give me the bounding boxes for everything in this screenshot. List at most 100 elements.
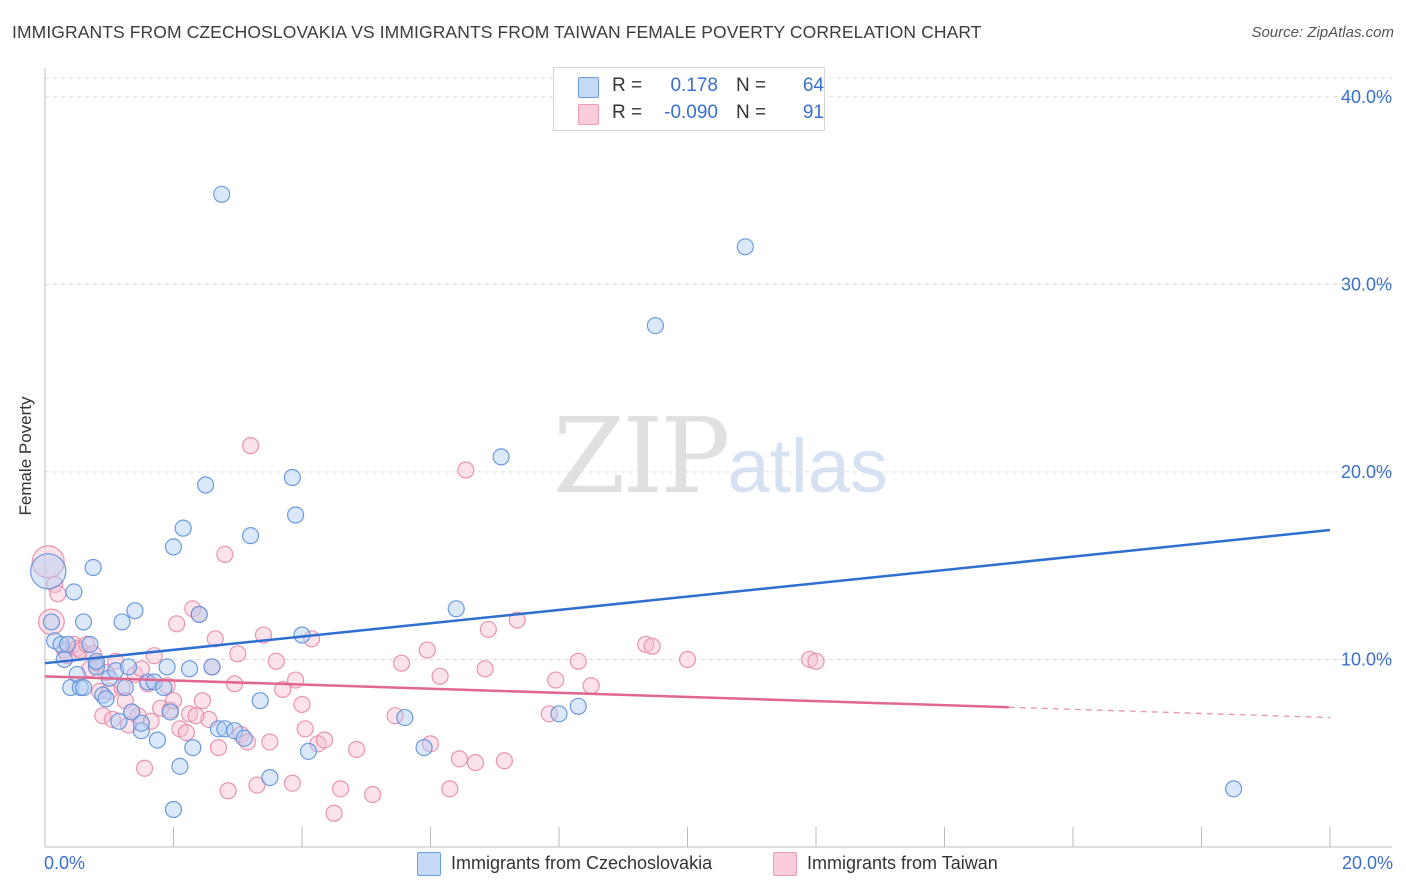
y-tick-label: 30.0% [1341, 274, 1392, 294]
point-czechoslovakia [261, 769, 279, 787]
point-taiwan [242, 437, 260, 455]
point-czechoslovakia [116, 678, 134, 697]
point-taiwan [807, 652, 825, 670]
point-taiwan [800, 650, 819, 669]
bottom-legend-label: Immigrants from Taiwan [807, 853, 998, 873]
point-czechoslovakia [197, 476, 215, 494]
point-taiwan [261, 733, 279, 751]
point-taiwan [293, 695, 311, 714]
point-czechoslovakia [119, 658, 138, 676]
point-czechoslovakia [174, 519, 192, 537]
trend-line-czechoslovakia [44, 528, 1331, 665]
watermark-atlas: atlas [727, 424, 888, 509]
point-czechoslovakia [126, 602, 144, 620]
point-czechoslovakia [550, 705, 568, 723]
point-czechoslovakia [58, 635, 77, 654]
point-czechoslovakia [148, 731, 167, 749]
point-taiwan [331, 780, 350, 798]
point-taiwan [643, 637, 661, 655]
point-czechoslovakia [736, 238, 754, 256]
point-taiwan [187, 707, 205, 725]
point-taiwan [569, 652, 587, 670]
source-label: Source: ZipAtlas.com [1251, 24, 1394, 41]
point-taiwan [495, 752, 513, 770]
y-tick-label: 10.0% [1341, 649, 1392, 669]
y-tick-label: 40.0% [1341, 87, 1392, 107]
watermark: ZIPatlas [553, 395, 888, 517]
point-taiwan [206, 630, 224, 648]
point-taiwan [441, 780, 459, 798]
point-czechoslovakia [299, 742, 318, 760]
point-czechoslovakia [180, 660, 199, 678]
point-taiwan [479, 620, 497, 639]
point-czechoslovakia [145, 673, 163, 691]
point-czechoslovakia [42, 613, 61, 631]
point-czechoslovakia [110, 712, 128, 730]
point-czechoslovakia [492, 448, 510, 466]
point-czechoslovakia [164, 800, 183, 819]
tick-labels: 10.0% 20.0% 30.0% 40.0% 0.0% 20.0% [44, 87, 1393, 873]
point-taiwan [193, 692, 212, 710]
point-czechoslovakia [184, 738, 202, 757]
point-taiwan [31, 545, 65, 579]
legend-swatch-pink [578, 104, 599, 125]
legend-r-label: R = [612, 102, 643, 123]
chart-title: IMMIGRANTS FROM CZECHOSLOVAKIA VS IMMIGR… [12, 22, 982, 42]
point-taiwan [637, 635, 655, 654]
legend-swatch-blue [578, 77, 599, 98]
point-czechoslovakia [65, 583, 83, 601]
point-czechoslovakia [213, 185, 231, 203]
point-czechoslovakia [283, 468, 301, 487]
point-czechoslovakia [242, 527, 260, 545]
point-taiwan [450, 750, 469, 768]
point-czechoslovakia [646, 316, 664, 335]
point-taiwan [180, 705, 199, 723]
point-czechoslovakia [415, 738, 433, 757]
bottom-legend-swatch-pink [773, 852, 797, 876]
point-czechoslovakia [396, 708, 414, 727]
point-taiwan [164, 692, 183, 710]
point-czechoslovakia [203, 658, 221, 676]
point-czechoslovakia [1225, 780, 1243, 798]
point-czechoslovakia [155, 678, 173, 697]
point-czechoslovakia [74, 613, 93, 631]
x-tick-label: 0.0% [44, 853, 85, 873]
point-taiwan [315, 731, 334, 749]
bottom-legend-label: Immigrants from Czechoslovakia [451, 853, 713, 873]
y-tick-label: 20.0% [1341, 462, 1392, 482]
y-axis-label: Female Poverty [16, 396, 35, 516]
point-taiwan [229, 645, 247, 663]
legend-n-value: 64 [802, 75, 824, 96]
point-czechoslovakia [87, 652, 106, 670]
point-czechoslovakia [164, 538, 183, 556]
point-czechoslovakia [161, 703, 179, 721]
point-taiwan [508, 611, 526, 629]
correlation-legend: R = 0.178 N = 64 R = -0.090 N = 91 [553, 67, 825, 131]
point-taiwan [296, 720, 314, 738]
bottom-legend-swatch-blue [417, 852, 441, 876]
point-czechoslovakia [113, 613, 131, 631]
point-taiwan [177, 723, 195, 742]
point-taiwan [364, 785, 382, 804]
point-taiwan [325, 804, 343, 822]
point-taiwan [678, 650, 697, 669]
axes [44, 68, 1392, 848]
point-taiwan [392, 654, 411, 672]
point-taiwan [431, 667, 449, 685]
point-taiwan [476, 660, 494, 678]
point-taiwan [582, 677, 600, 695]
legend-r-label: R = [612, 75, 643, 96]
point-taiwan [540, 705, 558, 723]
point-taiwan [168, 615, 186, 633]
legend-r-value: -0.090 [664, 102, 718, 123]
point-taiwan [283, 774, 301, 792]
legend-n-value: 91 [802, 102, 824, 123]
point-taiwan [248, 776, 266, 794]
point-taiwan [348, 740, 366, 759]
point-czechoslovakia [81, 635, 99, 654]
trend-lines [44, 528, 1331, 719]
legend-n-label: N = [736, 102, 767, 123]
point-taiwan [38, 608, 65, 636]
point-taiwan [274, 680, 292, 699]
grid-lines [45, 77, 1392, 660]
